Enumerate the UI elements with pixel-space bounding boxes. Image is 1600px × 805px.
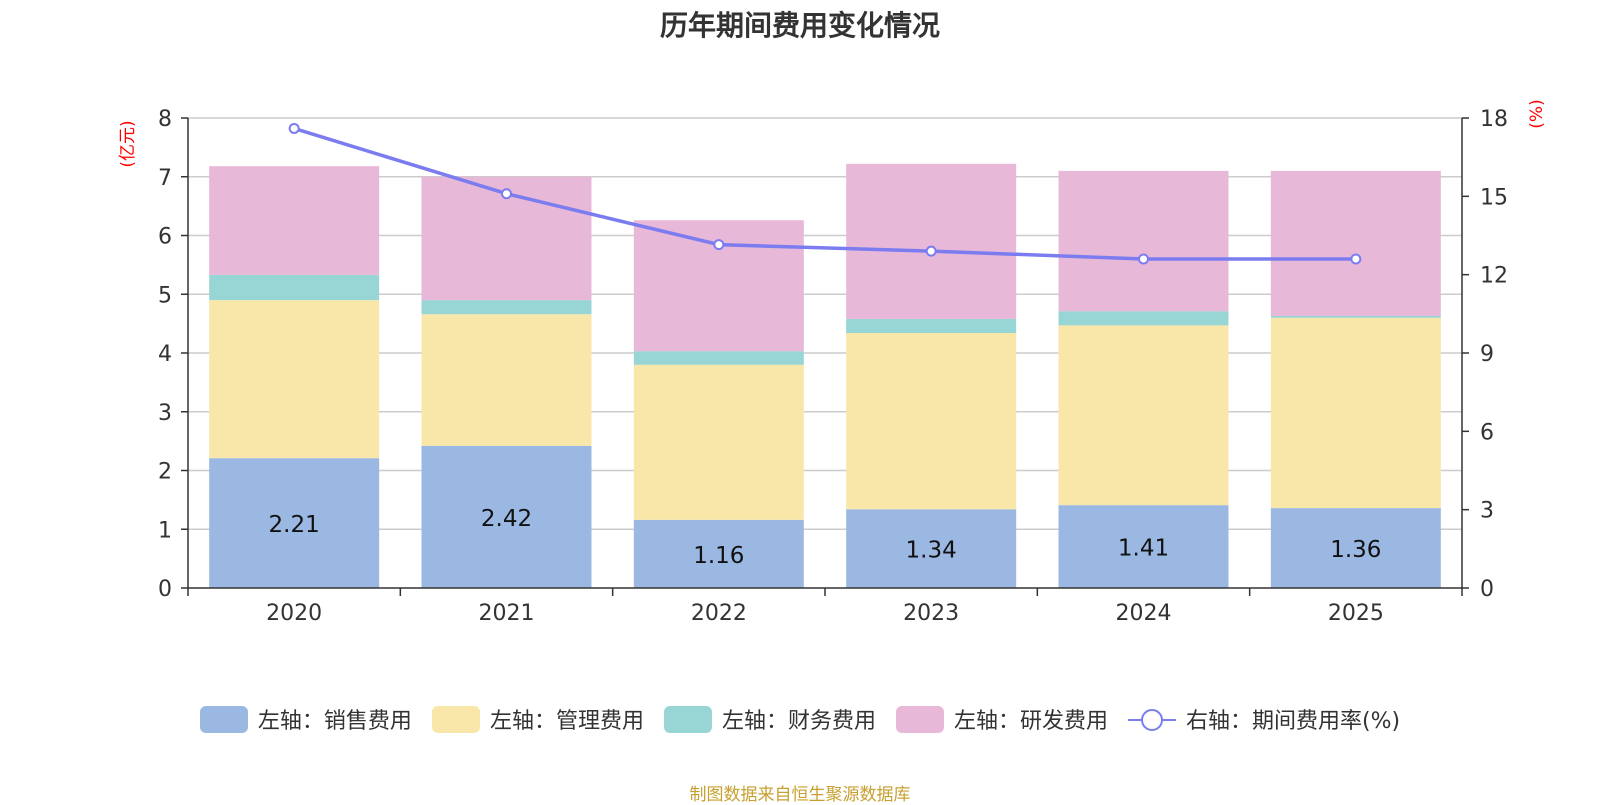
- legend-label: 左轴：销售费用: [257, 709, 412, 734]
- bar-segment-1: [1058, 505, 1229, 588]
- left-axis-tick-label: 5: [158, 283, 172, 308]
- expense-rate-line: [293, 126, 1356, 261]
- source-note: 制图数据来自恒生聚源数据库: [689, 785, 911, 805]
- bar-segment-1: [633, 519, 804, 588]
- bar-segment-4: [1270, 170, 1441, 316]
- legend-label: 右轴：期间费用率(%): [1185, 709, 1401, 734]
- legend-marker: [1140, 708, 1163, 731]
- expense-rate-point: [925, 245, 937, 257]
- x-axis-tick-label: 2022: [691, 601, 747, 626]
- left-axis-tick-label: 2: [158, 460, 172, 485]
- bar-segment-2: [846, 333, 1017, 510]
- x-axis-tick-label: 2024: [1116, 601, 1172, 626]
- bar-segment-3: [1270, 315, 1441, 318]
- bar-data-label: 1.41: [1118, 536, 1169, 562]
- expense-rate-point: [713, 239, 725, 251]
- bar-segment-3: [421, 300, 592, 315]
- right-axis-tick-label: 12: [1480, 264, 1508, 289]
- expense-rate-point: [501, 188, 512, 200]
- expense-rate-point: [288, 122, 300, 134]
- bar-segment-3: [633, 351, 804, 365]
- legend-item[interactable]: 左轴：财务费用: [663, 703, 876, 735]
- bar-segment-3: [209, 274, 380, 301]
- legend-item[interactable]: 左轴：管理费用: [431, 703, 644, 735]
- left-axis-tick-label: 7: [158, 166, 172, 191]
- x-axis-tick-label: 2021: [479, 601, 535, 626]
- expense-rate-point: [1350, 253, 1362, 265]
- legend-swatch: [1127, 706, 1176, 733]
- x-axis-tick-label: 2025: [1328, 601, 1384, 626]
- left-axis-tick-label: 6: [158, 225, 172, 250]
- chart-title: 历年期间费用变化情况: [659, 9, 940, 42]
- bar-segment-4: [846, 163, 1017, 319]
- right-axis-tick-label: 15: [1480, 185, 1508, 210]
- left-axis-tick-label: 0: [158, 577, 172, 602]
- bar-segment-1: [209, 458, 380, 588]
- legend-label: 左轴：研发费用: [953, 709, 1108, 734]
- left-axis-tick-label: 4: [158, 342, 172, 367]
- legend-swatch: [199, 705, 248, 733]
- right-axis-unit: (%): [1527, 99, 1547, 128]
- bar-data-label: 1.34: [906, 538, 957, 564]
- right-axis-tick-label: 3: [1480, 499, 1494, 524]
- legend-label: 左轴：管理费用: [489, 709, 644, 734]
- legend-label: 左轴：财务费用: [721, 709, 876, 734]
- right-axis-tick-label: 18: [1480, 107, 1508, 132]
- bar-segment-3: [846, 318, 1017, 334]
- bar-segment-2: [421, 314, 592, 446]
- expense-rate-point: [1138, 253, 1149, 265]
- chart-canvas: 01234567803691215182.2120202.4220211.162…: [118, 99, 1547, 626]
- bar-segment-2: [1270, 317, 1441, 509]
- right-axis-tick-label: 0: [1480, 577, 1494, 602]
- legend-swatch: [431, 705, 480, 733]
- left-axis-tick-label: 3: [158, 401, 172, 426]
- bar-segment-4: [209, 166, 380, 275]
- bar-segment-2: [1058, 325, 1229, 506]
- left-axis-tick-label: 8: [158, 107, 172, 132]
- bar-segment-2: [209, 300, 380, 459]
- x-axis-tick-label: 2023: [903, 601, 959, 626]
- bar-segment-4: [1058, 170, 1229, 312]
- left-axis-tick-label: 1: [158, 518, 172, 543]
- legend: 左轴：销售费用 左轴：管理费用 左轴：财务费用 左轴：研发费用 右轴：期间费用率(%): [0, 703, 1600, 735]
- bar-data-label: 2.21: [269, 512, 320, 538]
- legend-item[interactable]: 左轴：销售费用: [199, 703, 412, 735]
- right-axis-tick-label: 9: [1480, 342, 1494, 367]
- bar-segment-1: [1270, 508, 1441, 588]
- bar-segment-3: [1058, 311, 1229, 326]
- legend-item[interactable]: 左轴：研发费用: [895, 703, 1108, 735]
- legend-item[interactable]: 右轴：期间费用率(%): [1127, 703, 1401, 735]
- legend-swatch: [663, 705, 712, 733]
- x-axis-tick-label: 2020: [266, 601, 322, 626]
- bar-data-label: 2.42: [481, 506, 532, 532]
- bar-segment-1: [421, 445, 592, 588]
- left-axis-unit: (亿元): [118, 120, 138, 167]
- bar-data-label: 1.16: [693, 543, 744, 569]
- bar-segment-2: [633, 364, 804, 520]
- legend-swatch: [895, 705, 944, 733]
- bar-segment-1: [846, 509, 1017, 588]
- bar-data-label: 1.36: [1330, 537, 1381, 563]
- right-axis-tick-label: 6: [1480, 420, 1494, 445]
